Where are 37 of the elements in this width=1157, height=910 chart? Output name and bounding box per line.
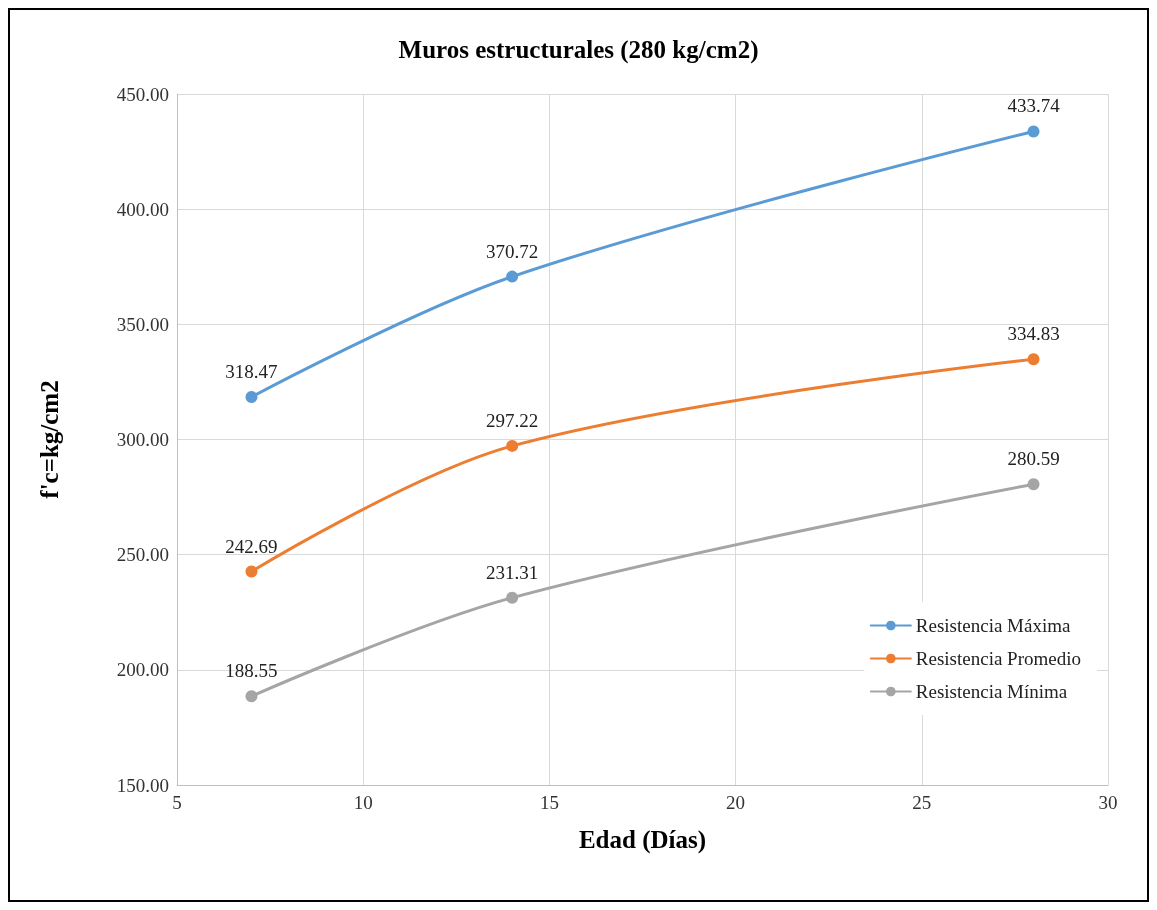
y-tick-label: 400.00: [116, 198, 169, 220]
data-label: 297.22: [486, 409, 539, 431]
point: [1027, 478, 1040, 491]
data-label: 370.72: [486, 240, 539, 262]
point: [506, 439, 519, 452]
y-tick-label: 350.00: [116, 313, 169, 335]
data-label: 334.83: [1007, 323, 1060, 345]
y-tick-label: 150.00: [116, 774, 169, 796]
x-tick-label: 30: [1098, 792, 1118, 813]
y-tick-label: 200.00: [116, 659, 169, 681]
x-tick-label: 10: [353, 792, 373, 813]
x-tick-label: 15: [539, 792, 559, 813]
point: [506, 270, 519, 283]
point: [245, 690, 258, 703]
legend-label: Resistencia Máxima: [915, 615, 1071, 636]
legend-label: Resistencia Mínima: [915, 681, 1068, 702]
point: [1027, 353, 1040, 366]
chart-title: Muros estructurales (280 kg/cm2): [398, 36, 759, 64]
data-label: 318.47: [225, 360, 278, 382]
data-label: 433.74: [1007, 95, 1061, 117]
x-tick-label: 25: [912, 792, 932, 813]
data-label: 280.59: [1007, 448, 1060, 470]
point: [245, 565, 258, 578]
point: [1027, 125, 1040, 138]
legend-label: Resistencia Promedio: [915, 648, 1082, 669]
y-tick-label: 300.00: [116, 429, 169, 450]
data-label: 242.69: [225, 535, 278, 557]
y-tick-label: 450.00: [116, 83, 169, 105]
x-tick-label: 20: [726, 792, 746, 813]
point: [506, 591, 519, 604]
y-axis-title: f'c=kg/cm2: [36, 380, 63, 499]
y-tick-label: 250.00: [116, 544, 169, 566]
data-label: 231.31: [486, 561, 539, 583]
point: [245, 390, 258, 403]
data-label: 188.55: [225, 660, 278, 682]
x-axis-title: Edad (Días): [578, 826, 707, 854]
x-tick-label: 5: [172, 792, 182, 813]
